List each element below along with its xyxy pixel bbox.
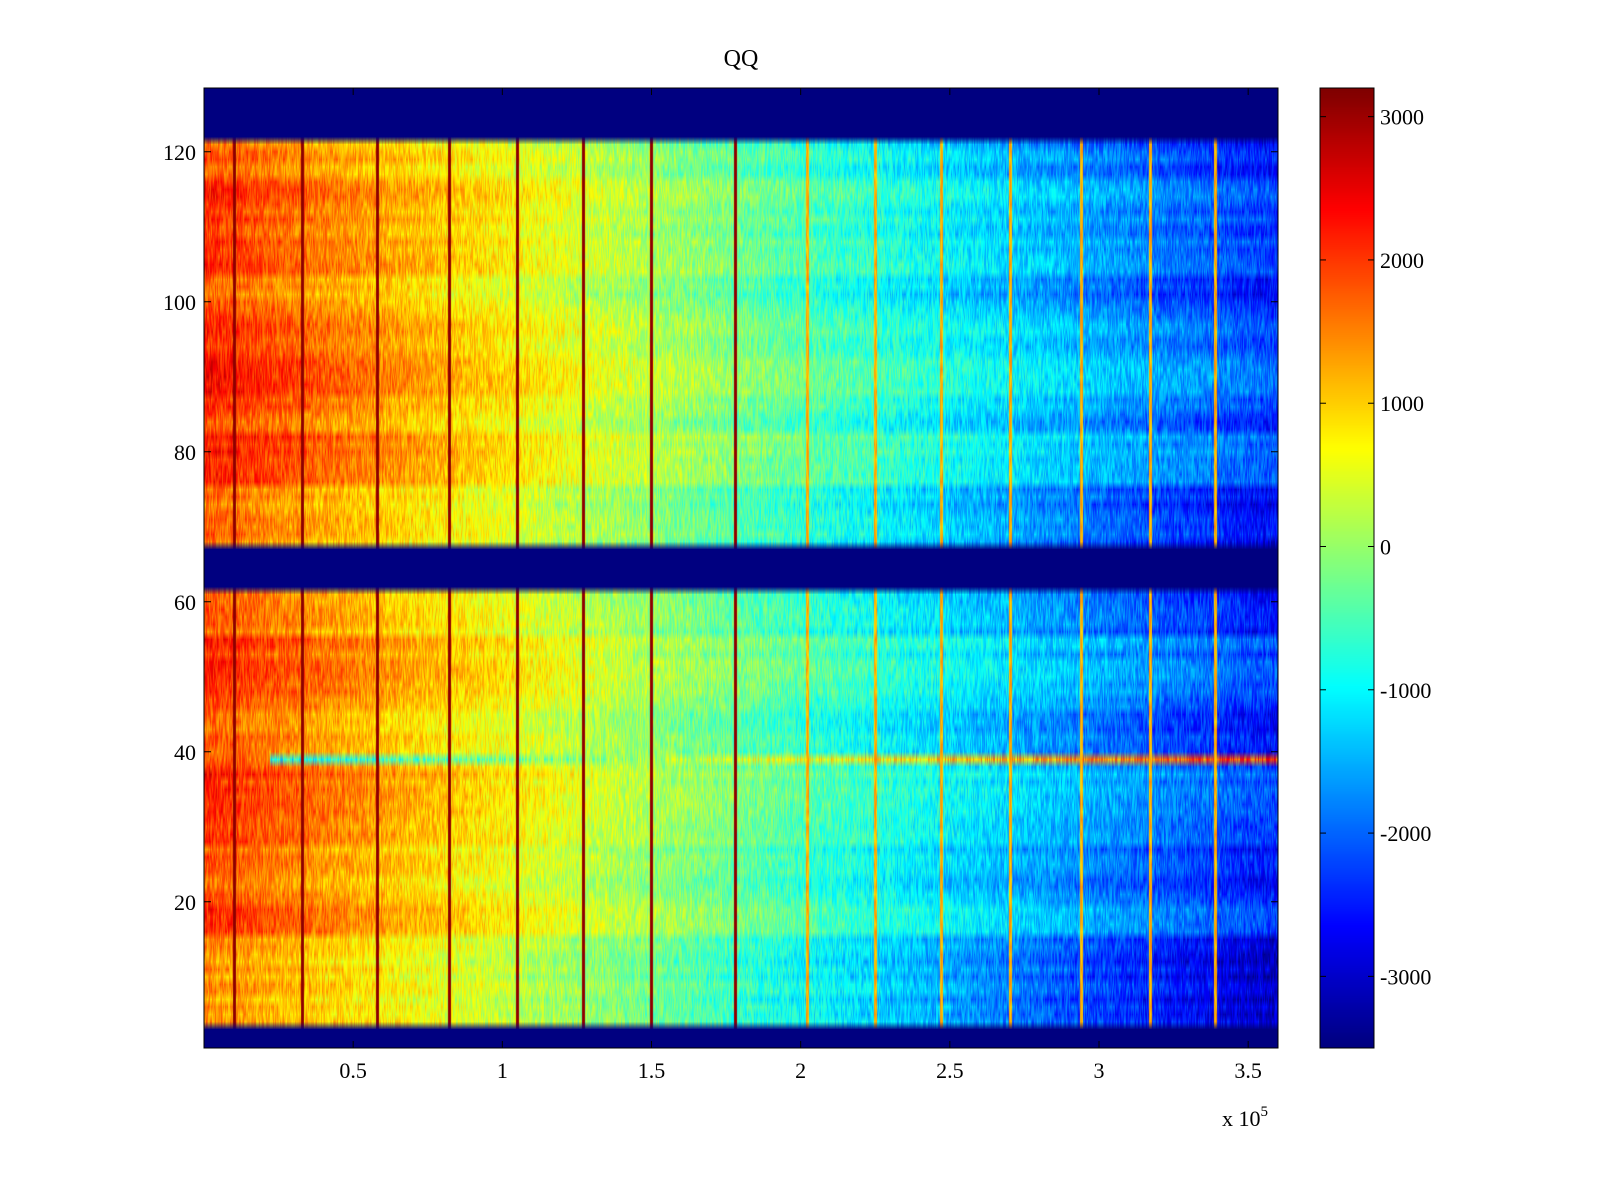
x-tick-label: 2.5: [936, 1058, 964, 1083]
colorbar-tick-label: 3000: [1380, 105, 1424, 130]
x-tick-label: 3: [1094, 1058, 1105, 1083]
colorbar-tick-label: 1000: [1380, 391, 1424, 416]
chart-title: QQ: [724, 46, 759, 72]
y-tick-label: 40: [174, 740, 196, 765]
colorbar-tick-label: -2000: [1380, 821, 1431, 846]
colorbar-tick-label: -3000: [1380, 964, 1431, 989]
colorbar-gradient: [1320, 88, 1374, 1048]
y-tick-label: 20: [174, 890, 196, 915]
colorbar-tick-label: -1000: [1380, 678, 1431, 703]
x-axis-multiplier: x 105: [1222, 1104, 1268, 1131]
y-tick-label: 120: [163, 140, 196, 165]
heatmap-image: [204, 88, 1278, 1048]
colorbar: 3000 2000 1000 0 -1000 -2000 -3000: [1319, 87, 1431, 1049]
colorbar-frame: [1319, 87, 1375, 1049]
colorbar-tick-label: 0: [1380, 535, 1391, 560]
colorbar-ticks: 3000 2000 1000 0 -1000 -2000 -3000: [1320, 105, 1431, 989]
colorbar-tick-label: 2000: [1380, 248, 1424, 273]
x-tick-label: 0.5: [339, 1058, 367, 1083]
y-axis: 20 40 60 80 100 120: [163, 140, 1278, 915]
x-tick-label: 1.5: [638, 1058, 666, 1083]
y-tick-label: 80: [174, 440, 196, 465]
y-tick-label: 100: [163, 290, 196, 315]
y-tick-label: 60: [174, 590, 196, 615]
heatmap-plot-area: [203, 87, 1279, 1049]
x-axis: 0.5 1 1.5 2 2.5 3 3.5: [339, 88, 1262, 1083]
plot-frame: [203, 87, 1279, 1049]
x-tick-label: 1: [497, 1058, 508, 1083]
x-tick-label: 2: [795, 1058, 806, 1083]
x-tick-label: 3.5: [1234, 1058, 1262, 1083]
